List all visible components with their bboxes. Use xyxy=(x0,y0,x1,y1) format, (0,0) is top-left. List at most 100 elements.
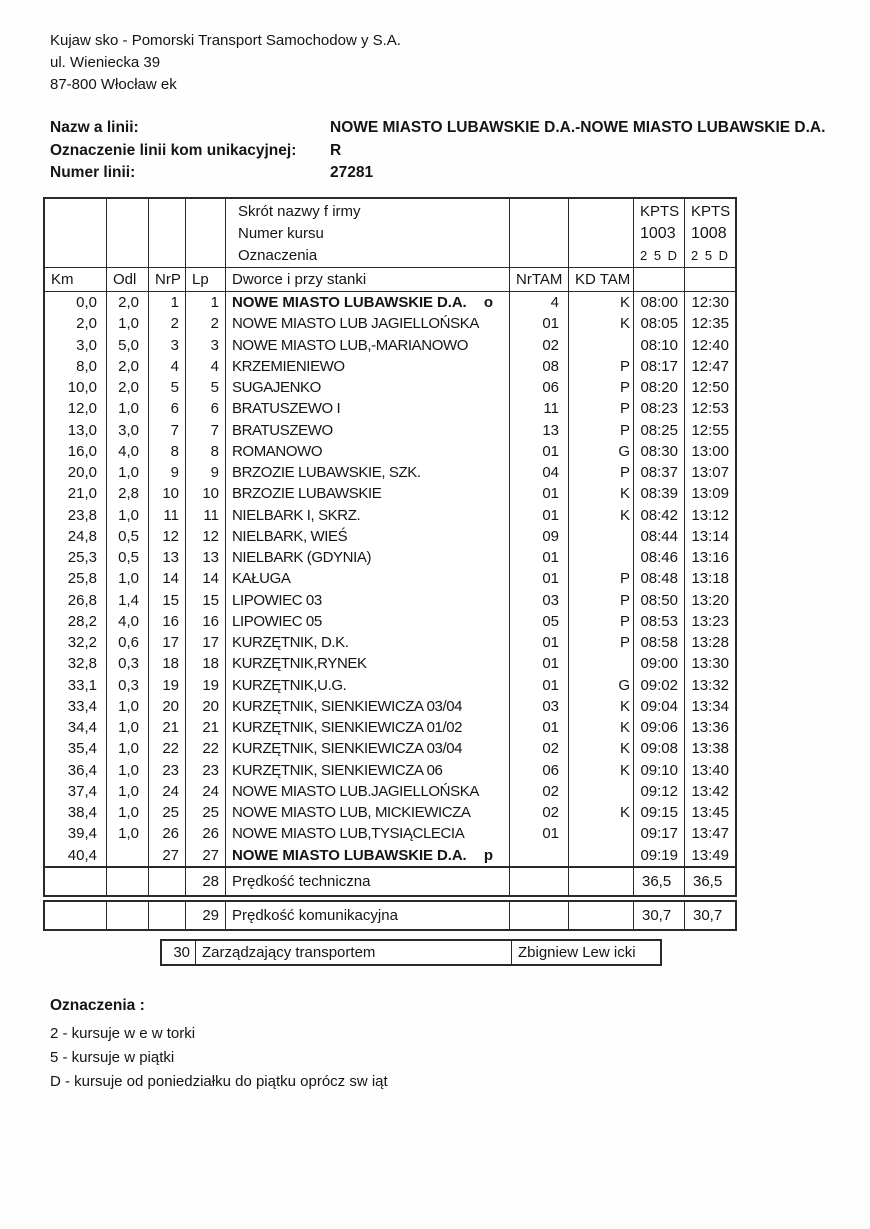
stop-cell: KURZĘTNIK, D.K. xyxy=(226,632,510,654)
kd-tam-cell: K xyxy=(569,759,634,781)
stop-cell: NOWE MIASTO LUB JAGIELLOŃSKA xyxy=(226,313,510,335)
meta-empty-odl xyxy=(107,199,149,267)
meta-empty-km xyxy=(45,199,107,267)
km-cell: 3,0 xyxy=(45,334,107,356)
stop-name: KURZĘTNIK, D.K. xyxy=(232,634,349,651)
time-1008-cell: 13:34 xyxy=(691,697,729,715)
summary-empty-km xyxy=(45,902,107,929)
kd-tam-cell xyxy=(569,780,634,802)
time-1008-cell: 12:35 xyxy=(691,315,729,333)
summary-value-1003: 36,5 xyxy=(634,868,685,895)
time-1008-cell: 13:49 xyxy=(691,846,729,864)
lp-cell: 8 xyxy=(186,440,226,462)
summary-value-1003: 30,7 xyxy=(634,902,685,929)
timetable-row: 32,8 0,3 18 18 KURZĘTNIK,RYNEK 01 09:00 13:30 xyxy=(45,653,735,675)
manager-row-30: 30 Zarządzający transportem Zbigniew Lew… xyxy=(160,939,662,966)
time-1008-cell: 13:38 xyxy=(691,740,729,758)
kd-tam-cell: P xyxy=(569,589,634,611)
odl-cell: 1,0 xyxy=(107,462,149,484)
col-header-lp: Lp xyxy=(186,268,226,291)
time-1003-cell: 09:19 xyxy=(634,844,685,866)
nrp-cell: 14 xyxy=(149,568,186,590)
time-1008-cell: 13:45 xyxy=(691,804,729,821)
summary-empty-kd xyxy=(569,868,634,895)
kd-tam-cell: K xyxy=(569,292,634,314)
nrtam-cell: 02 xyxy=(510,802,569,824)
time-1008-cell: 13:42 xyxy=(691,782,729,800)
kd-tam-cell: P xyxy=(569,398,634,420)
stop-name: NOWE MIASTO LUB,-MARIANOWO xyxy=(232,336,469,354)
km-cell: 34,4 xyxy=(45,717,107,739)
stop-name: KURZĘTNIK, SIENKIEWICZA 03/04 xyxy=(232,697,463,715)
nrtam-cell: 02 xyxy=(510,780,569,802)
time-1003-cell: 09:15 xyxy=(634,802,685,824)
kd-tam-cell: P xyxy=(569,568,634,590)
timetable-row: 34,4 1,0 21 21 KURZĘTNIK, SIENKIEWICZA 01/02… xyxy=(45,717,735,739)
stop-cell: KRZEMIENIEWO xyxy=(226,355,510,377)
course-1008-marks: 2 5 D xyxy=(691,248,730,263)
stop-cell: KURZĘTNIK,U.G. xyxy=(226,674,510,696)
odl-cell: 1,0 xyxy=(107,313,149,335)
nrp-cell: 26 xyxy=(149,823,186,845)
time-1003-cell: 08:00 xyxy=(634,292,685,314)
stop-name: NOWE MIASTO LUB JAGIELLOŃSKA xyxy=(232,315,479,333)
odl-cell: 0,5 xyxy=(107,547,149,569)
time-1003-cell: 08:46 xyxy=(634,547,685,569)
legend-item-5: 5 - kursuje w piątki xyxy=(50,1049,175,1066)
lp-cell: 9 xyxy=(186,462,226,484)
course-1003-company: KPTS xyxy=(640,203,680,220)
timetable-row: 20,0 1,0 9 9 BRZOZIE LUBAWSKIE, SZK. 04 P 08:37… xyxy=(45,462,735,484)
company-street: ul. Wieniecka 39 xyxy=(50,54,161,71)
meta-label-marks: Oznaczenia xyxy=(238,247,318,264)
nrp-cell: 22 xyxy=(149,738,186,760)
col-header-nrp: NrP xyxy=(149,268,186,291)
stop-cell: NIELBARK, WIEŚ xyxy=(226,525,510,547)
meta-empty-lp xyxy=(186,199,226,267)
kd-tam-cell: P xyxy=(569,462,634,484)
stop-cell: SUGAJENKO xyxy=(226,377,510,399)
lp-cell: 2 xyxy=(186,313,226,335)
col-header-course1 xyxy=(634,268,685,291)
stop-cell: KURZĘTNIK, SIENKIEWICZA 03/04 xyxy=(226,738,510,760)
km-cell: 25,3 xyxy=(45,547,107,569)
nrtam-cell: 03 xyxy=(510,695,569,717)
odl-cell: 2,0 xyxy=(107,377,149,399)
lp-cell: 12 xyxy=(186,525,226,547)
stop-cell: NOWE MIASTO LUB,-MARIANOWO xyxy=(226,334,510,356)
odl-cell: 3,0 xyxy=(107,419,149,441)
nrp-cell: 12 xyxy=(149,525,186,547)
kd-tam-cell: G xyxy=(569,674,634,696)
timetable-row: 16,0 4,0 8 8 ROMANOWO 01 G 08:30 13:00 xyxy=(45,440,735,462)
stop-cell: BRZOZIE LUBAWSKIE xyxy=(226,483,510,505)
nrtam-cell: 02 xyxy=(510,334,569,356)
summary-empty-odl xyxy=(107,902,149,929)
nrtam-cell: 01 xyxy=(510,653,569,675)
timetable-row: 3,0 5,0 3 3 NOWE MIASTO LUB,-MARIANOWO 02 08:1… xyxy=(45,334,735,356)
meta-empty-nrp xyxy=(149,199,186,267)
nrp-cell: 7 xyxy=(149,419,186,441)
kd-tam-cell xyxy=(569,525,634,547)
line-designation-value: R xyxy=(330,141,342,159)
nrtam-cell: 08 xyxy=(510,355,569,377)
lp-cell: 27 xyxy=(186,844,226,866)
stop-name: NIELBARK (GDYNIA) xyxy=(232,549,372,566)
odl-cell: 4,0 xyxy=(107,440,149,462)
lp-cell: 18 xyxy=(186,653,226,675)
timetable-row: 28,2 4,0 16 16 LIPOWIEC 05 05 P 08:53 13:23 xyxy=(45,610,735,632)
stop-cell: BRATUSZEWO xyxy=(226,419,510,441)
time-1008-cell: 13:14 xyxy=(691,527,729,545)
odl-cell: 1,0 xyxy=(107,568,149,590)
nrp-cell: 17 xyxy=(149,632,186,654)
time-1008-cell: 13:18 xyxy=(691,570,729,588)
nrtam-cell: 01 xyxy=(510,674,569,696)
stop-cell: LIPOWIEC 03 xyxy=(226,589,510,611)
summary-empty-nrp xyxy=(149,868,186,895)
timetable: Skrót nazwy f irmy Numer kursu Oznaczeni… xyxy=(43,197,737,868)
line-number-value: 27281 xyxy=(330,164,374,181)
nrtam-cell: 01 xyxy=(510,823,569,845)
course-1003-number: 1003 xyxy=(640,225,676,242)
nrp-cell: 19 xyxy=(149,674,186,696)
nrp-cell: 2 xyxy=(149,313,186,335)
kd-tam-cell: P xyxy=(569,377,634,399)
